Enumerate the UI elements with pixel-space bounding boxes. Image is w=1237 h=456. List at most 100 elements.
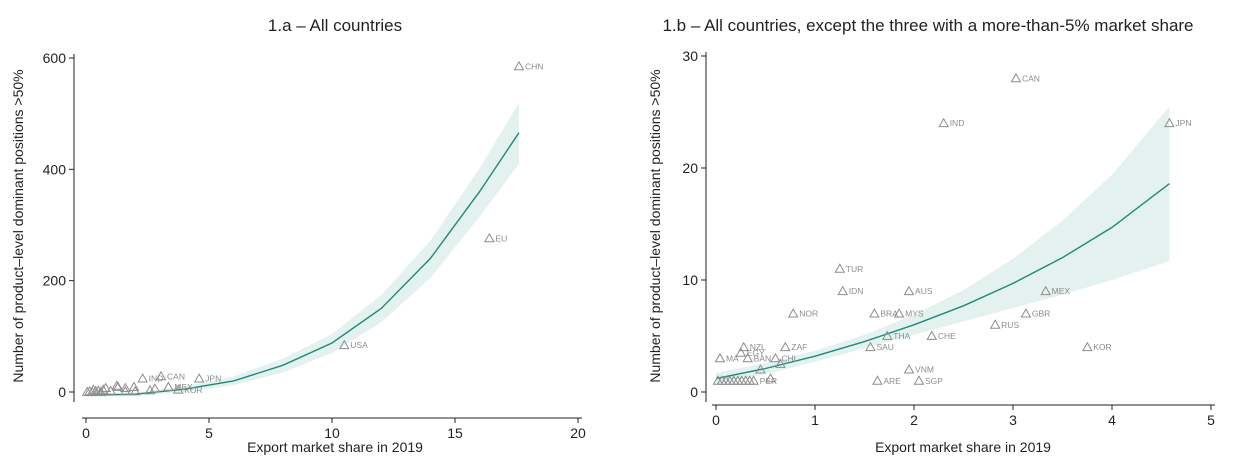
panel-1b-point-label: SGP — [925, 376, 943, 386]
panel-1a-confidence-band — [86, 102, 519, 397]
panel-1a-point-label: CAN — [167, 371, 185, 381]
panel-1b-point-label: MA — [726, 353, 739, 363]
panel-1a-point-label: IND — [149, 374, 164, 384]
panel-1a-point — [95, 386, 107, 396]
panel-1b-point — [903, 285, 915, 296]
panel-1a-point — [84, 385, 96, 396]
panel-1b-point-label: KOR — [1093, 342, 1111, 352]
panel-1b-point — [903, 364, 915, 374]
panel-1a: 1.a – All countries Export market share … — [10, 16, 586, 455]
panel-1b-fit-line — [715, 183, 1170, 380]
panel-1b: 1.b – All countries, except the three wi… — [647, 16, 1215, 455]
panel-1b-point — [989, 319, 1001, 329]
panel-1a-x-axis-label: Export market share in 2019 — [247, 439, 423, 455]
panel-1b-x-tick-label: 4 — [1108, 412, 1116, 428]
panel-1b-point — [865, 341, 876, 352]
panel-1a-point-label: MEX — [174, 382, 193, 392]
panel-1b-point — [938, 117, 950, 128]
panel-1a-y-tick-label: 200 — [43, 273, 67, 289]
panel-1b-point — [714, 352, 726, 363]
panel-1b-point — [926, 330, 938, 340]
panel-1a-point — [338, 339, 350, 350]
panel-1a-x-tick-label: 5 — [205, 425, 213, 441]
panel-1b-point-label: EGY — [747, 348, 765, 358]
panel-1b-point-label: MEX — [1052, 286, 1071, 296]
panel-1a-point — [484, 232, 495, 243]
panel-1b-point-label: ARE — [883, 376, 901, 386]
panel-1b-point-label: THA — [893, 331, 910, 341]
panel-1a-point — [128, 381, 140, 391]
panel-1b-point — [1020, 308, 1032, 318]
panel-1b-point-label: IDN — [849, 286, 864, 296]
panel-1b-point — [748, 375, 759, 385]
panel-1b-point — [735, 347, 747, 357]
panel-1b-point-label: SAU — [876, 342, 893, 352]
panel-1b-y-tick-label: 10 — [682, 272, 698, 288]
panel-1b-point — [869, 308, 880, 318]
panel-1b-title: 1.b – All countries, except the three wi… — [662, 16, 1193, 35]
panel-1a-point-label: CHN — [525, 61, 543, 71]
panel-1b-point — [1040, 285, 1052, 296]
panel-1a-point — [112, 381, 124, 391]
panel-1a-point — [172, 384, 184, 394]
panel-1a-y-axis-label: Number of product–level dominant positio… — [10, 69, 26, 382]
panel-1b-point — [913, 375, 925, 385]
panel-1b-x-axis-label: Export market share in 2019 — [875, 439, 1051, 455]
panel-1b-point-label: PER — [760, 376, 777, 386]
panel-1a-point — [129, 385, 141, 396]
panel-1a-point — [120, 382, 131, 392]
panel-1a-y-tick-label: 0 — [58, 384, 66, 400]
panel-1b-point-label: AUS — [915, 286, 933, 296]
panel-1a-y-tick-label: 400 — [43, 161, 67, 177]
panel-1b-point — [893, 308, 905, 318]
panel-1b-point — [872, 375, 883, 385]
panel-1a-x-tick-label: 0 — [82, 425, 90, 441]
panel-1b-x-tick-label: 1 — [811, 412, 819, 428]
panel-1b-y-tick-label: 20 — [682, 160, 698, 176]
panel-1b-point-label: CAN — [1022, 73, 1040, 83]
panel-1b-x-tick-label: 0 — [712, 412, 720, 428]
panel-1b-point-label: CHL — [781, 353, 798, 363]
panel-1b-point-label: IND — [950, 118, 965, 128]
panel-1b-point-label: BRA — [880, 309, 898, 319]
panel-1a-x-tick-label: 20 — [570, 425, 586, 441]
panel-1b-point — [787, 308, 799, 318]
panel-1b-point — [738, 341, 750, 352]
panel-1b-point — [1164, 117, 1175, 128]
panel-1a-point-label: JPN — [205, 374, 221, 384]
panel-1b-point-label: MYS — [905, 309, 924, 319]
panel-1a-point — [513, 60, 525, 71]
panel-1b-point — [742, 352, 754, 363]
panel-1b-point — [775, 358, 786, 368]
panel-1b-x-tick-label: 3 — [1009, 412, 1017, 428]
panel-1b-point — [779, 341, 791, 352]
panel-1b-point — [1081, 341, 1093, 352]
panel-1a-point — [149, 383, 161, 393]
panel-1a-y-tick-label: 600 — [43, 50, 67, 66]
panel-1a-point — [193, 373, 205, 383]
panel-1a-point — [137, 373, 148, 383]
panel-1a-title: 1.a – All countries — [268, 16, 402, 35]
panel-1b-point — [765, 373, 776, 383]
panel-1b-point — [881, 330, 893, 340]
panel-1b-point-label: NZL — [750, 342, 766, 352]
panel-1b-point-label: CHE — [938, 331, 956, 341]
panel-1b-x-tick-label: 2 — [910, 412, 918, 428]
panel-1b-point — [770, 352, 781, 363]
panel-1b-y-axis-label: Number of product–level dominant positio… — [647, 69, 663, 382]
panel-1a-point — [144, 384, 156, 395]
panel-1b-point-label: JPN — [1175, 118, 1191, 128]
panel-1a-point — [97, 384, 109, 394]
panel-1a-fit-line — [85, 132, 520, 396]
panel-1a-point-label: USA — [350, 340, 368, 350]
panel-1b-point — [755, 364, 766, 374]
panel-1a-point — [105, 385, 116, 395]
panel-1b-x-tick-label: 5 — [1207, 412, 1215, 428]
panel-1b-point-label: TUR — [846, 264, 863, 274]
panel-1a-x-tick-label: 15 — [447, 425, 463, 441]
panel-1b-point-label: BAN — [754, 353, 771, 363]
panel-1b-point-label: VNM — [915, 365, 934, 375]
panel-1b-point — [837, 285, 849, 296]
panel-1b-point-label: ZAF — [791, 342, 807, 352]
